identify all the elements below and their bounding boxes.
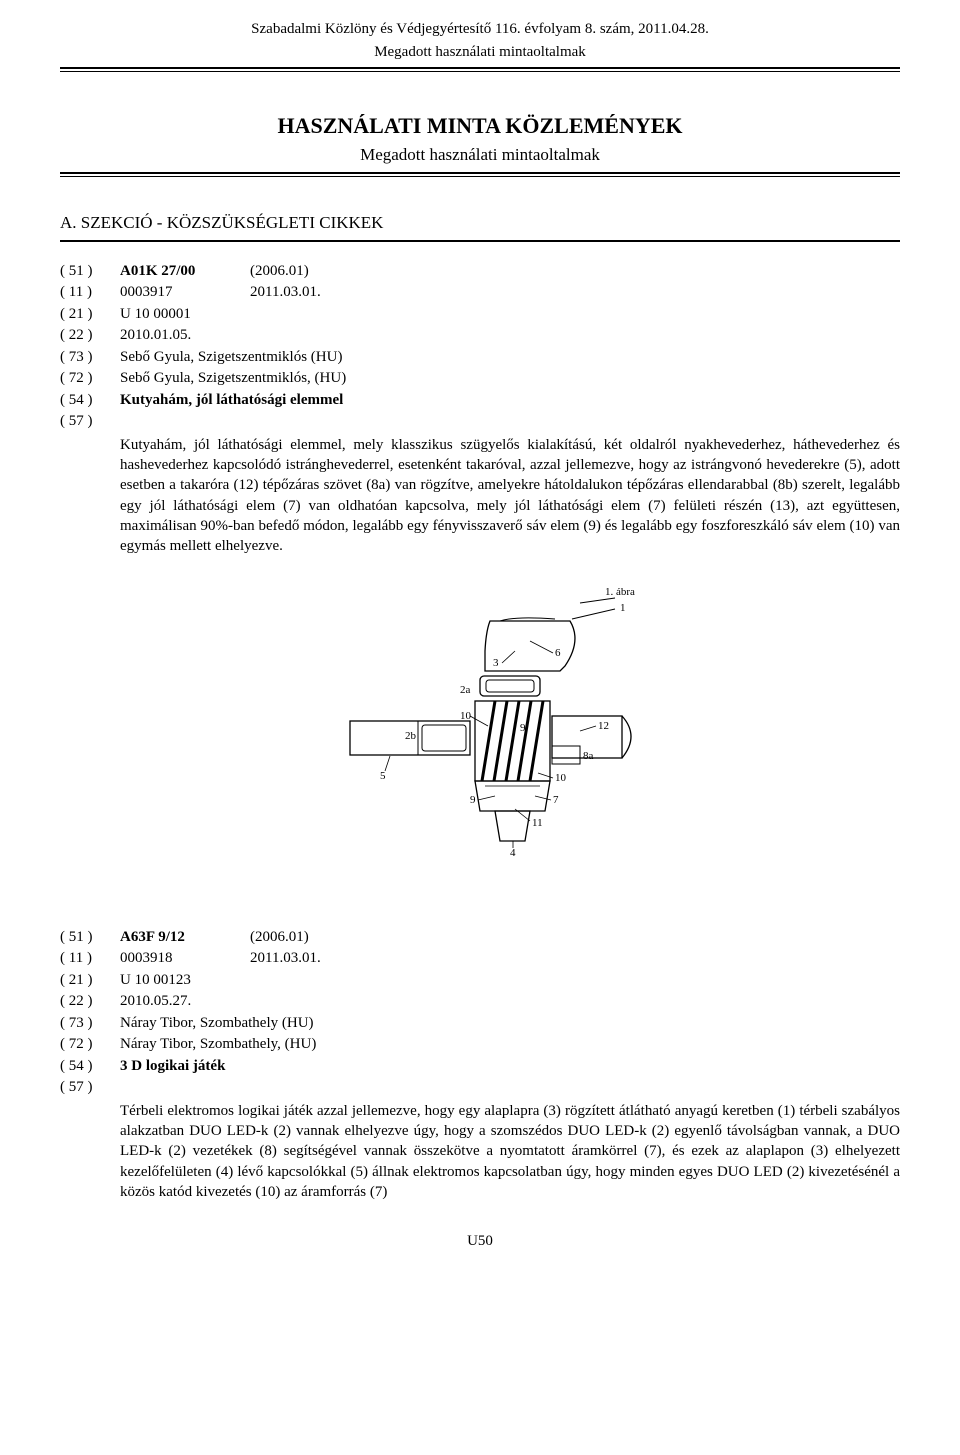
figure-label-2a: 2a [460,684,471,696]
section-rule [60,240,900,242]
figure-caption: 1. ábra [605,586,635,598]
figure-label-11: 11 [532,817,543,829]
filing-date: 2010.01.05. [120,326,900,346]
inventor: Sebő Gyula, Szigetszentmiklós, (HU) [120,369,900,389]
inid-code-54: ( 54 ) [60,1057,120,1077]
inid-code-57: ( 57 ) [60,412,120,432]
figure-label-7: 7 [553,794,559,806]
header-line-2: Megadott használati mintaoltalmak [60,43,900,63]
publication-number: 0003917 [120,283,250,303]
figure-label-5: 5 [380,770,386,782]
inid-code-72: ( 72 ) [60,1035,120,1055]
filing-date: 2010.05.27. [120,992,900,1012]
page-number: U50 [60,1232,900,1252]
owner: Náray Tibor, Szombathely (HU) [120,1014,900,1034]
figure-label-10b: 10 [555,772,567,784]
figure-label-10a: 10 [460,710,472,722]
figure-label-12: 12 [598,720,609,732]
figure-svg: 1. ábra 1 6 3 2a 2b 5 10 9 1 [310,581,650,861]
patent-entry: ( 51 ) A01K 27/00 (2006.01) ( 11 ) 00039… [60,262,900,557]
abstract-text: Térbeli elektromos logikai játék azzal j… [120,1101,900,1202]
main-subtitle: Megadott használati mintaoltalmak [60,144,900,166]
inid-code-51: ( 51 ) [60,928,120,948]
ipc-version: (2006.01) [250,928,900,948]
publication-number: 0003918 [120,949,250,969]
inid-code-21: ( 21 ) [60,305,120,325]
inid-code-54: ( 54 ) [60,391,120,411]
figure-label-9a: 9 [520,722,526,734]
inid-code-11: ( 11 ) [60,949,120,969]
figure-label-4: 4 [510,847,516,859]
figure-label-3: 3 [493,657,499,669]
title-rule-thin [60,176,900,177]
publication-date: 2011.03.01. [250,283,900,303]
invention-title: 3 D logikai játék [120,1057,900,1077]
inid-code-72: ( 72 ) [60,369,120,389]
invention-title: Kutyahám, jól láthatósági elemmel [120,391,900,411]
title-rule-thick [60,172,900,174]
figure-label-6: 6 [555,647,561,659]
inid-code-21: ( 21 ) [60,971,120,991]
publication-date: 2011.03.01. [250,949,900,969]
figure-label-2b: 2b [405,730,417,742]
ipc-class: A63F 9/12 [120,928,250,948]
ipc-version: (2006.01) [250,262,900,282]
patent-entry: ( 51 ) A63F 9/12 (2006.01) ( 11 ) 000391… [60,928,900,1202]
inid-code-11: ( 11 ) [60,283,120,303]
inventor: Náray Tibor, Szombathely, (HU) [120,1035,900,1055]
inid-code-22: ( 22 ) [60,992,120,1012]
inid-code-51: ( 51 ) [60,262,120,282]
owner: Sebő Gyula, Szigetszentmiklós (HU) [120,348,900,368]
main-title: HASZNÁLATI MINTA KÖZLEMÉNYEK [60,112,900,141]
figure-label-9b: 9 [470,794,476,806]
figure-label-1: 1 [620,602,626,614]
header-line-1: Szabadalmi Közlöny és Védjegyértesítő 11… [60,20,900,40]
inid-code-73: ( 73 ) [60,348,120,368]
inid-code-73: ( 73 ) [60,1014,120,1034]
section-title: A. SZEKCIÓ - KÖZSZÜKSÉGLETI CIKKEK [60,212,900,234]
abstract-text: Kutyahám, jól láthatósági elemmel, mely … [120,435,900,557]
figure-label-8a: 8a [583,750,594,762]
application-number: U 10 00123 [120,971,900,991]
patent-figure: 1. ábra 1 6 3 2a 2b 5 10 9 1 [60,581,900,868]
inid-code-22: ( 22 ) [60,326,120,346]
application-number: U 10 00001 [120,305,900,325]
header-rule-thick [60,67,900,69]
ipc-class: A01K 27/00 [120,262,250,282]
header-rule-thin [60,71,900,72]
inid-code-57: ( 57 ) [60,1078,120,1098]
